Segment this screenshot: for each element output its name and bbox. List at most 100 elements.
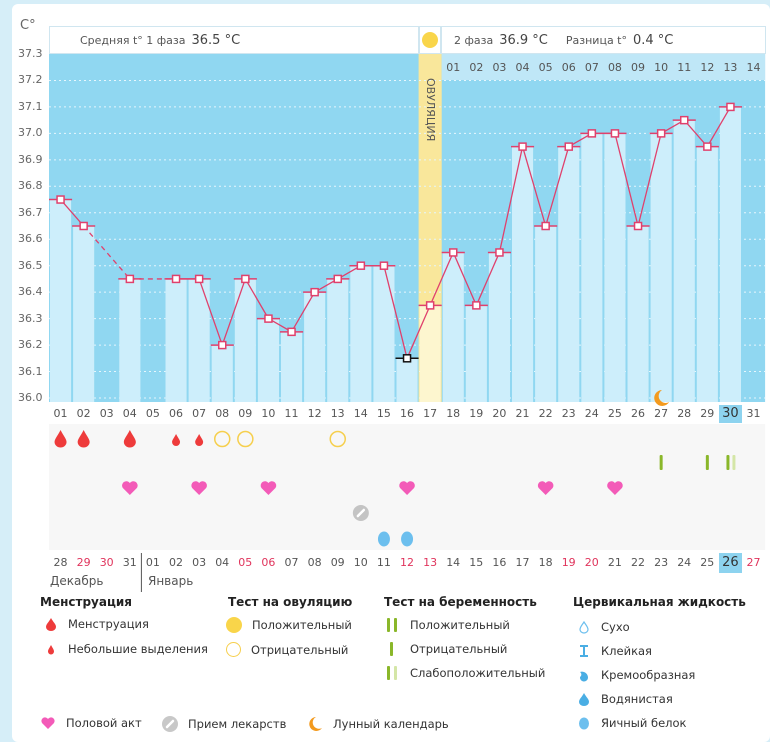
calendar-date-label[interactable]: 11 (376, 556, 391, 569)
legend-cervical-title: Цервикальная жидкость (573, 595, 746, 609)
calendar-date-label[interactable]: 06 (261, 556, 276, 569)
temperature-bar (512, 146, 534, 402)
calendar-date-label[interactable]: 14 (446, 556, 461, 569)
cycle-day-label[interactable]: 29 (700, 407, 715, 420)
calendar-date-label[interactable]: 07 (284, 556, 299, 569)
cycle-day-label[interactable]: 05 (145, 407, 160, 420)
cycle-day-label[interactable]: 26 (631, 407, 645, 420)
calendar-date-label[interactable]: 21 (607, 556, 622, 569)
post-ovulation-day-label: 01 (446, 61, 460, 74)
cycle-day-label[interactable]: 20 (492, 407, 507, 420)
cycle-day-label[interactable]: 18 (446, 407, 461, 420)
phase1-value: 36.5 °C (191, 32, 241, 48)
temperature-point (656, 129, 666, 138)
calendar-date-label[interactable]: 10 (353, 556, 368, 569)
calendar-date-label[interactable]: 26 (718, 553, 742, 573)
calendar-date-label[interactable]: 23 (654, 556, 669, 569)
temperature-line-segment (60, 199, 85, 227)
calendar-date-label[interactable]: 25 (700, 556, 715, 569)
temperature-chart: 01 02 03 04 05 06 07 08 09 10 11 12 13 14 (49, 54, 766, 592)
post-ovulation-day-label: 10 (654, 61, 668, 74)
calendar-date-label[interactable]: 03 (192, 556, 207, 569)
calendar-date-label[interactable]: 22 (631, 556, 645, 569)
cycle-day-label[interactable]: 04 (122, 407, 137, 420)
ovulation-negative-icon (214, 430, 231, 448)
cycle-day-label[interactable]: 11 (284, 407, 299, 420)
legend-preg-negative: Отрицательный (386, 642, 507, 656)
cycle-day-label[interactable]: 15 (376, 407, 391, 420)
calendar-date-label[interactable]: 02 (169, 556, 183, 569)
temperature-bar (165, 278, 187, 402)
calendar-date-label[interactable]: 05 (238, 556, 253, 569)
calendar-date-label[interactable]: 28 (53, 556, 68, 569)
temperature-point (171, 274, 181, 284)
calendar-date-label[interactable]: 17 (515, 556, 530, 569)
temperature-point (241, 274, 250, 284)
blood-drop-icon (46, 618, 56, 631)
calendar-date-label[interactable]: 30 (99, 556, 114, 569)
cycle-day-label[interactable]: 13 (330, 407, 345, 420)
calendar-date-label[interactable]: 12 (400, 556, 414, 569)
y-tick-label: 36.9 (18, 152, 43, 166)
calendar-date-label[interactable]: 08 (307, 556, 322, 569)
calendar-date-label[interactable]: 01 (145, 556, 160, 569)
temperature-line-segment (198, 278, 223, 346)
cycle-day-label[interactable]: 21 (515, 407, 530, 420)
cycle-day-label[interactable]: 14 (353, 407, 368, 420)
post-ovulation-day-label: 02 (469, 61, 483, 74)
post-ovulation-day-label: 05 (539, 61, 553, 74)
legend-spotting: Небольшие выделения (44, 642, 208, 656)
calendar-date-label[interactable]: 16 (492, 556, 507, 569)
legend-ovtest-title: Тест на овуляцию (228, 595, 353, 609)
temperature-bar (281, 331, 303, 402)
temperature-bar (327, 278, 349, 402)
temperature-point (425, 301, 435, 310)
temperature-point (610, 129, 620, 138)
calendar-date-label[interactable]: 19 (561, 556, 576, 569)
spotting-icon (195, 434, 204, 446)
legend-ov-positive: Положительный (226, 617, 352, 633)
cycle-day-label[interactable]: 31 (746, 407, 761, 420)
y-tick-label: 36.4 (18, 285, 43, 299)
menstruation-icon (123, 430, 136, 448)
calendar-date-label[interactable]: 15 (469, 556, 484, 569)
cycle-day-label[interactable]: 01 (53, 407, 68, 420)
heart-icon (537, 481, 554, 495)
cycle-day-label[interactable]: 09 (238, 407, 253, 420)
cycle-day-label[interactable]: 24 (584, 407, 599, 420)
calendar-date-label[interactable]: 24 (677, 556, 692, 569)
calendar-date-label[interactable]: 20 (584, 556, 599, 569)
temperature-bar (650, 133, 672, 402)
cycle-day-label[interactable]: 07 (192, 407, 207, 420)
cycle-day-label[interactable]: 22 (538, 407, 553, 420)
temperature-bar (558, 146, 580, 402)
cycle-day-label[interactable]: 19 (469, 407, 484, 420)
cycle-day-label[interactable]: 27 (654, 407, 669, 420)
heart-icon (41, 717, 55, 729)
cycle-day-label[interactable]: 12 (307, 407, 322, 420)
calendar-date-label[interactable]: 13 (423, 556, 438, 569)
calendar-date-label[interactable]: 29 (76, 556, 91, 569)
pregnancy-weak-icon (726, 455, 730, 470)
post-ovulation-day-label: 03 (492, 61, 506, 74)
cycle-day-label[interactable]: 03 (99, 407, 114, 420)
calendar-date-label[interactable]: 31 (122, 556, 137, 569)
cycle-day-label[interactable]: 10 (261, 407, 276, 420)
cycle-day-label[interactable]: 28 (677, 407, 692, 420)
cycle-day-label[interactable]: 30 (718, 405, 742, 423)
cycle-day-label[interactable]: 25 (607, 407, 622, 420)
cycle-day-label[interactable]: 16 (400, 407, 414, 420)
cycle-day-label[interactable]: 17 (423, 407, 438, 420)
cycle-day-label[interactable]: 02 (76, 407, 91, 420)
calendar-date-label[interactable]: 04 (215, 556, 230, 569)
calendar-date-label[interactable]: 27 (746, 556, 761, 569)
calendar-date-label[interactable]: 18 (538, 556, 553, 569)
temperature-point (726, 102, 735, 112)
temperature-line-segment (452, 252, 477, 306)
calendar-date-label[interactable]: 09 (330, 556, 345, 569)
temperature-bar (442, 252, 464, 402)
cycle-day-label[interactable]: 23 (561, 407, 576, 420)
temperature-point (564, 142, 573, 151)
cycle-day-label[interactable]: 06 (169, 407, 183, 420)
cycle-day-label[interactable]: 08 (215, 407, 230, 420)
